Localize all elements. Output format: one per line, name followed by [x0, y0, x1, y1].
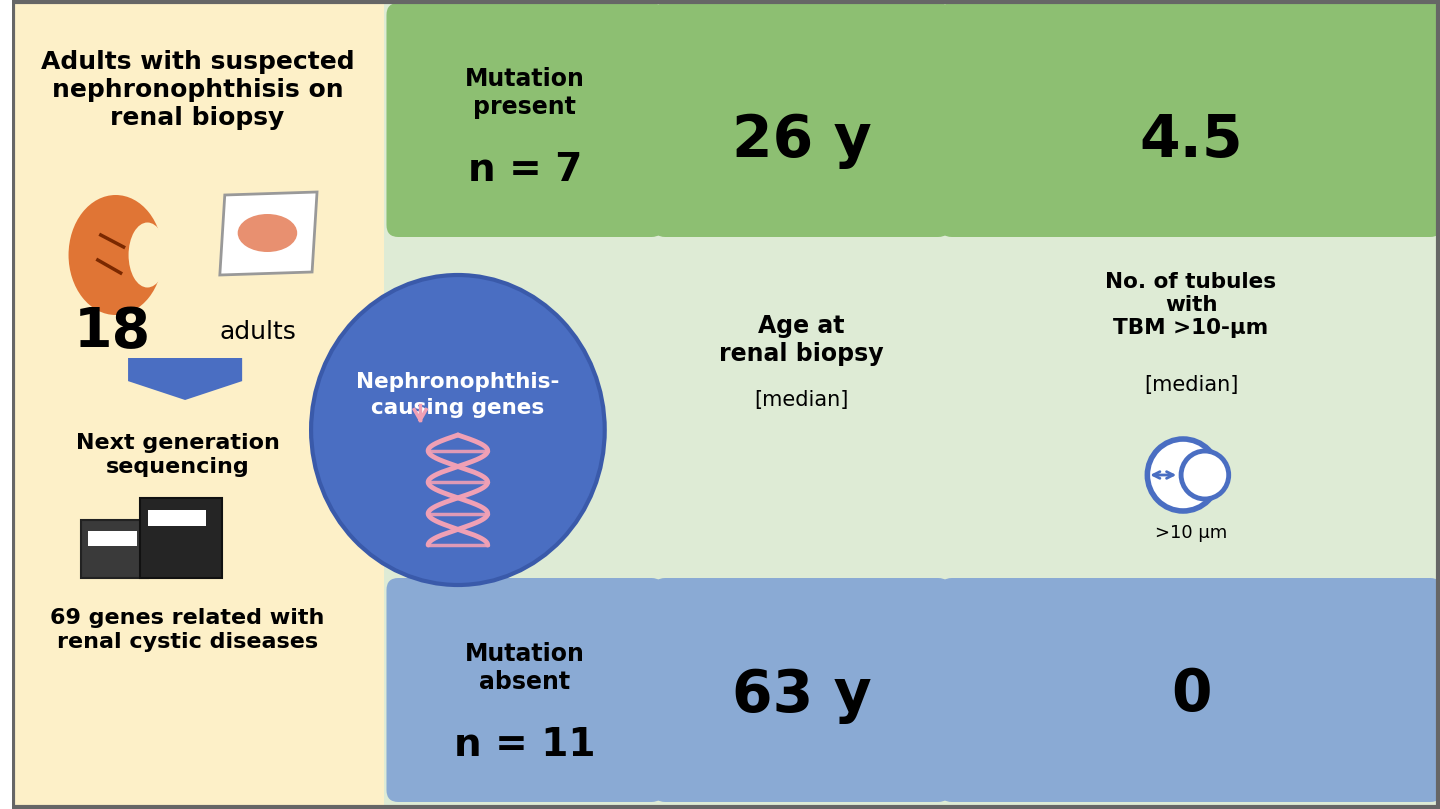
- Text: Age at
renal biopsy: Age at renal biopsy: [720, 314, 884, 366]
- Text: Adults with suspected
nephronophthisis on
renal biopsy: Adults with suspected nephronophthisis o…: [40, 50, 354, 129]
- FancyBboxPatch shape: [386, 578, 664, 802]
- Text: Mutation
present: Mutation present: [465, 67, 585, 119]
- FancyBboxPatch shape: [386, 3, 664, 237]
- Ellipse shape: [311, 275, 605, 585]
- FancyBboxPatch shape: [654, 578, 950, 802]
- Text: adults: adults: [220, 320, 297, 344]
- Text: n = 7: n = 7: [468, 151, 582, 189]
- Text: 69 genes related with
renal cystic diseases: 69 genes related with renal cystic disea…: [50, 608, 325, 651]
- Text: [median]: [median]: [1143, 375, 1238, 395]
- Text: causing genes: causing genes: [372, 398, 544, 418]
- Ellipse shape: [128, 222, 166, 287]
- Bar: [81, 520, 148, 578]
- Text: 26 y: 26 y: [732, 112, 871, 168]
- Text: 4.5: 4.5: [1139, 112, 1243, 168]
- Text: Next generation
sequencing: Next generation sequencing: [76, 434, 279, 477]
- Circle shape: [1181, 451, 1228, 499]
- Text: [median]: [median]: [755, 390, 848, 410]
- Text: No. of tubules
with
TBM >10-μm: No. of tubules with TBM >10-μm: [1106, 272, 1277, 338]
- FancyBboxPatch shape: [940, 3, 1440, 237]
- FancyBboxPatch shape: [940, 578, 1440, 802]
- Text: Nephronophthis-: Nephronophthis-: [356, 372, 560, 392]
- Bar: [148, 510, 206, 526]
- Text: Mutation
absent: Mutation absent: [465, 642, 585, 694]
- Bar: [12, 0, 383, 809]
- Ellipse shape: [238, 214, 297, 252]
- Text: 63 y: 63 y: [732, 667, 871, 723]
- Polygon shape: [128, 358, 242, 400]
- Polygon shape: [220, 192, 317, 275]
- FancyBboxPatch shape: [654, 3, 950, 237]
- Circle shape: [1148, 439, 1218, 511]
- Text: n = 11: n = 11: [454, 726, 596, 764]
- Bar: [141, 498, 222, 578]
- Text: 0: 0: [1171, 667, 1211, 723]
- Text: >10 μm: >10 μm: [1155, 524, 1227, 542]
- Text: 18: 18: [73, 305, 151, 359]
- Bar: [88, 531, 137, 546]
- Bar: [383, 0, 1440, 809]
- Ellipse shape: [69, 195, 163, 315]
